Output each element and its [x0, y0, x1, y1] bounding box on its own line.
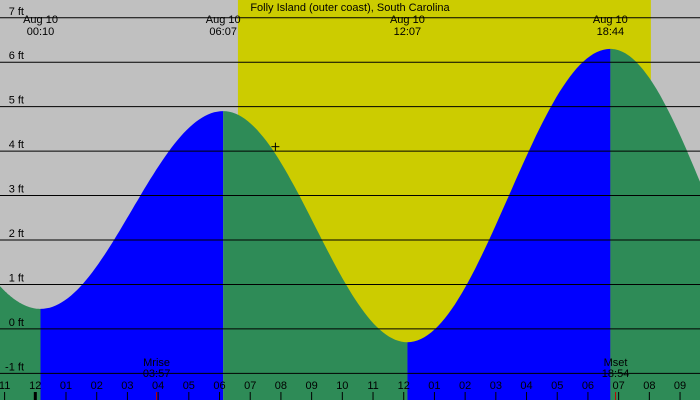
x-tick-label: 01	[60, 380, 72, 392]
x-tick-label: 11	[0, 380, 10, 392]
falling-tide-area	[0, 286, 41, 400]
x-axis-labels: 11 12 01 02 03 04 05 06 07 08 09 10 11 12 01 02 03 04 05 06…	[0, 380, 686, 392]
x-tick-label: 07	[244, 380, 256, 392]
x-tick-label: 12	[398, 380, 410, 392]
x-tick-label: 07	[613, 380, 625, 392]
rising-tide-area	[40, 111, 224, 400]
x-tick-label: 08	[275, 380, 287, 392]
y-tick-label: 3 ft	[9, 184, 24, 196]
y-axis-labels: -1 ft 0 ft 1 ft 2 ft 3 ft 4 ft 5 ft 6 ft 7 ft	[5, 6, 24, 374]
falling-tide-area	[610, 48, 700, 400]
x-tick-label: 04	[152, 380, 164, 392]
falling-tide-area	[223, 111, 408, 400]
y-tick-label: 6 ft	[9, 50, 24, 62]
moon-event-label: Mset	[604, 357, 628, 369]
moon-event-time: 03:57	[143, 368, 171, 380]
x-tick-label: 02	[459, 380, 471, 392]
midnight-tick	[33, 392, 37, 400]
x-tick-label: 03	[490, 380, 502, 392]
extreme-date-label: Aug 10	[206, 14, 241, 26]
x-tick-label: 12	[29, 380, 41, 392]
x-tick-label: 08	[643, 380, 655, 392]
x-tick-label: 04	[520, 380, 532, 392]
moon-event-label: Mrise	[143, 357, 170, 369]
x-tick-label: 09	[674, 380, 686, 392]
y-gridlines	[0, 17, 700, 374]
x-tick-label: 05	[183, 380, 195, 392]
y-tick-label: 4 ft	[9, 139, 24, 151]
y-tick-label: 7 ft	[9, 6, 24, 18]
x-tick-label: 06	[582, 380, 594, 392]
x-tick-label: 01	[428, 380, 440, 392]
extreme-time-label: 18:44	[597, 26, 625, 38]
extreme-date-label: Aug 10	[23, 14, 58, 26]
y-tick-label: -1 ft	[5, 361, 24, 373]
x-tick-label: 10	[336, 380, 348, 392]
extreme-time-label: 06:07	[209, 26, 237, 38]
y-tick-label: 0 ft	[9, 317, 24, 329]
x-axis-ticks	[4, 392, 681, 400]
x-tick-label: 02	[91, 380, 103, 392]
y-tick-label: 2 ft	[9, 228, 24, 240]
tide-areas	[0, 48, 700, 400]
current-position-marker	[271, 142, 280, 151]
y-tick-label: 1 ft	[9, 272, 24, 284]
x-tick-label: 11	[367, 380, 378, 392]
moon-event-time: 18:54	[602, 368, 630, 380]
x-tick-label: 05	[551, 380, 563, 392]
extreme-date-label: Aug 10	[593, 14, 628, 26]
extreme-date-label: Aug 10	[390, 14, 425, 26]
x-tick-label: 09	[305, 380, 317, 392]
extreme-time-label: 12:07	[394, 26, 422, 38]
y-tick-label: 5 ft	[9, 95, 24, 107]
x-tick-label: 06	[213, 380, 225, 392]
chart-title: Folly Island (outer coast), South Caroli…	[250, 2, 450, 14]
rising-tide-area	[407, 48, 611, 400]
x-tick-label: 03	[121, 380, 133, 392]
extreme-time-label: 00:10	[27, 26, 55, 38]
